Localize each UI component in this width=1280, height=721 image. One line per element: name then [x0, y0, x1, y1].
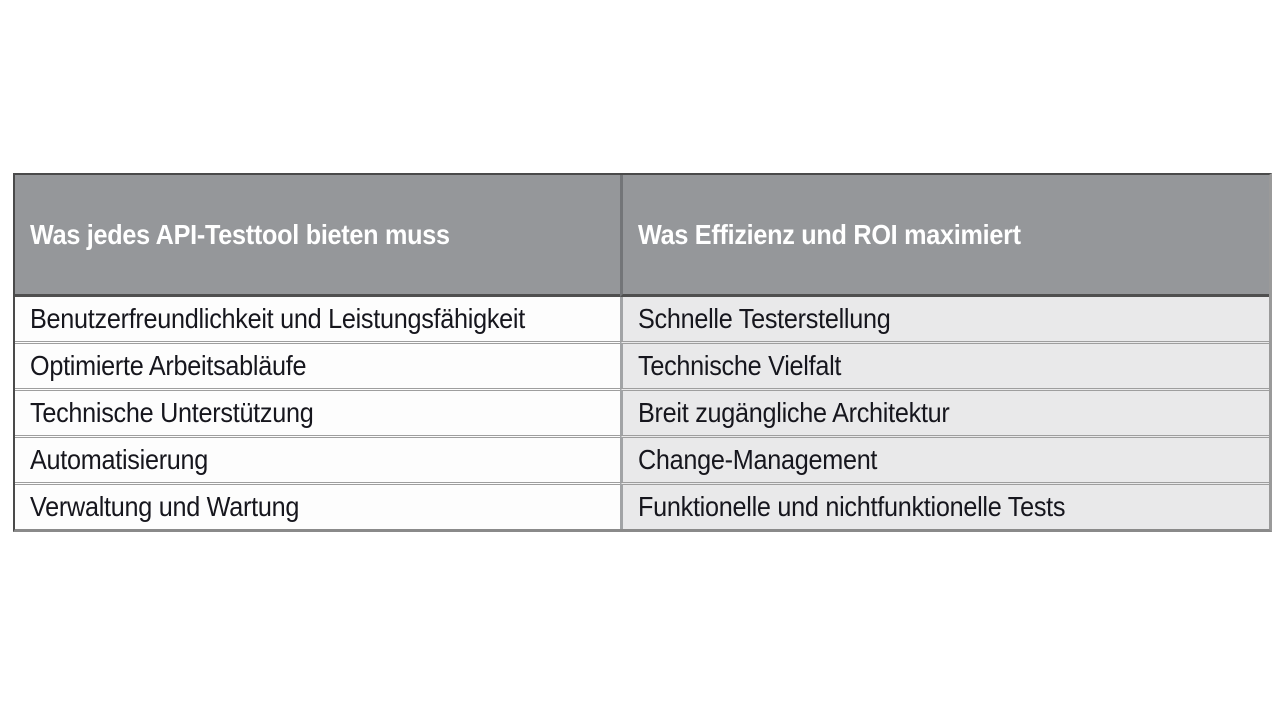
- table-row: Verwaltung und Wartung Funktionelle und …: [15, 482, 1269, 529]
- table-cell: Optimierte Arbeitsabläufe: [15, 341, 620, 388]
- table-cell: Breit zugängliche Architektur: [620, 388, 1269, 435]
- table-row: Automatisierung Change-Management: [15, 435, 1269, 482]
- table-cell-text: Benutzerfreundlichkeit und Leistungsfähi…: [30, 303, 525, 334]
- table-cell-text: Technische Unterstützung: [30, 397, 314, 428]
- comparison-table: Was jedes API-Testtool bieten muss Was E…: [13, 173, 1272, 532]
- table-cell-text: Change-Management: [638, 444, 878, 475]
- table-cell: Schnelle Testerstellung: [620, 297, 1269, 341]
- table-cell: Benutzerfreundlichkeit und Leistungsfähi…: [15, 297, 620, 341]
- table-cell-text: Breit zugängliche Architektur: [638, 397, 950, 428]
- column-header-left: Was jedes API-Testtool bieten muss: [15, 175, 620, 297]
- column-header-right: Was Effizienz und ROI maximiert: [620, 175, 1269, 297]
- table-cell-text: Funktionelle und nichtfunktionelle Tests: [638, 491, 1066, 522]
- table-row: Optimierte Arbeitsabläufe Technische Vie…: [15, 341, 1269, 388]
- table-cell: Funktionelle und nichtfunktionelle Tests: [620, 482, 1269, 529]
- table-cell: Automatisierung: [15, 435, 620, 482]
- column-header-right-label: Was Effizienz und ROI maximiert: [638, 218, 1021, 250]
- table-cell: Verwaltung und Wartung: [15, 482, 620, 529]
- table-cell-text: Optimierte Arbeitsabläufe: [30, 350, 307, 381]
- table-row: Technische Unterstützung Breit zugänglic…: [15, 388, 1269, 435]
- table-cell-text: Schnelle Testerstellung: [638, 303, 891, 334]
- table-cell: Change-Management: [620, 435, 1269, 482]
- table-header-row: Was jedes API-Testtool bieten muss Was E…: [15, 175, 1269, 297]
- column-header-left-label: Was jedes API-Testtool bieten muss: [30, 218, 450, 250]
- table-cell-text: Automatisierung: [30, 444, 209, 475]
- table-cell-text: Technische Vielfalt: [638, 350, 842, 381]
- table-row: Benutzerfreundlichkeit und Leistungsfähi…: [15, 297, 1269, 341]
- table-cell: Technische Vielfalt: [620, 341, 1269, 388]
- table-cell-text: Verwaltung und Wartung: [30, 491, 300, 522]
- table-cell: Technische Unterstützung: [15, 388, 620, 435]
